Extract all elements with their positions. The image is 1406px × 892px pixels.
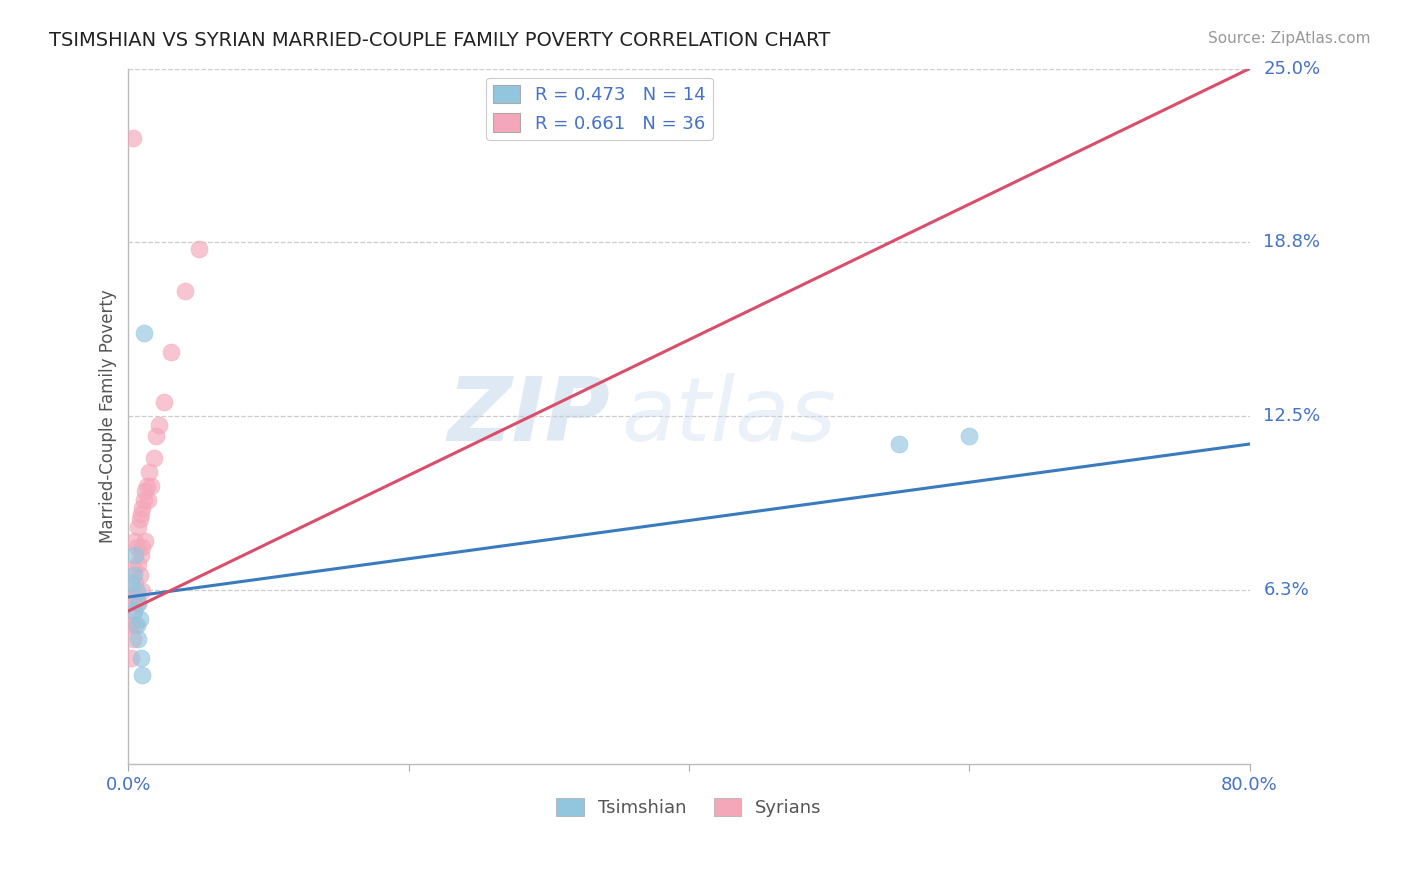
Point bbox=[120, 576, 142, 591]
Point bbox=[889, 437, 911, 451]
Point bbox=[122, 604, 145, 618]
Point bbox=[131, 540, 153, 554]
Point bbox=[152, 395, 174, 409]
Point bbox=[173, 284, 195, 298]
Point bbox=[124, 617, 146, 632]
Point bbox=[132, 492, 155, 507]
Point bbox=[957, 428, 980, 442]
Point bbox=[132, 326, 155, 340]
Point bbox=[129, 548, 152, 562]
Point bbox=[134, 534, 156, 549]
Legend: Tsimshian, Syrians: Tsimshian, Syrians bbox=[550, 790, 828, 824]
Point bbox=[127, 557, 149, 571]
Point bbox=[124, 576, 146, 591]
Text: 12.5%: 12.5% bbox=[1264, 408, 1320, 425]
Point bbox=[129, 507, 152, 521]
Point bbox=[121, 590, 143, 604]
Point bbox=[131, 668, 153, 682]
Point bbox=[138, 465, 160, 479]
Point bbox=[120, 651, 142, 665]
Text: Source: ZipAtlas.com: Source: ZipAtlas.com bbox=[1208, 31, 1371, 46]
Point bbox=[125, 540, 148, 554]
Point bbox=[145, 428, 167, 442]
Point bbox=[127, 595, 149, 609]
Point bbox=[128, 567, 150, 582]
Point bbox=[125, 617, 148, 632]
Text: atlas: atlas bbox=[621, 373, 837, 459]
Point bbox=[128, 512, 150, 526]
Point bbox=[121, 632, 143, 646]
Point bbox=[159, 345, 181, 359]
Text: 18.8%: 18.8% bbox=[1264, 234, 1320, 252]
Text: 25.0%: 25.0% bbox=[1264, 60, 1320, 78]
Point bbox=[131, 584, 153, 599]
Point bbox=[125, 590, 148, 604]
Point bbox=[131, 500, 153, 515]
Point bbox=[127, 595, 149, 609]
Point bbox=[120, 617, 142, 632]
Point bbox=[187, 243, 209, 257]
Point bbox=[121, 131, 143, 145]
Point bbox=[139, 479, 162, 493]
Point bbox=[124, 534, 146, 549]
Y-axis label: Married-Couple Family Poverty: Married-Couple Family Poverty bbox=[100, 289, 117, 543]
Point bbox=[136, 492, 159, 507]
Text: TSIMSHIAN VS SYRIAN MARRIED-COUPLE FAMILY POVERTY CORRELATION CHART: TSIMSHIAN VS SYRIAN MARRIED-COUPLE FAMIL… bbox=[49, 31, 831, 50]
Point bbox=[128, 612, 150, 626]
Point bbox=[135, 479, 157, 493]
Point bbox=[148, 417, 170, 432]
Point bbox=[125, 584, 148, 599]
Point bbox=[122, 567, 145, 582]
Point bbox=[142, 450, 165, 465]
Text: 6.3%: 6.3% bbox=[1264, 581, 1309, 599]
Point bbox=[134, 484, 156, 499]
Point bbox=[127, 520, 149, 534]
Point bbox=[124, 548, 146, 562]
Point bbox=[127, 632, 149, 646]
Point bbox=[122, 604, 145, 618]
Point bbox=[129, 651, 152, 665]
Point bbox=[122, 562, 145, 576]
Text: ZIP: ZIP bbox=[447, 373, 610, 459]
